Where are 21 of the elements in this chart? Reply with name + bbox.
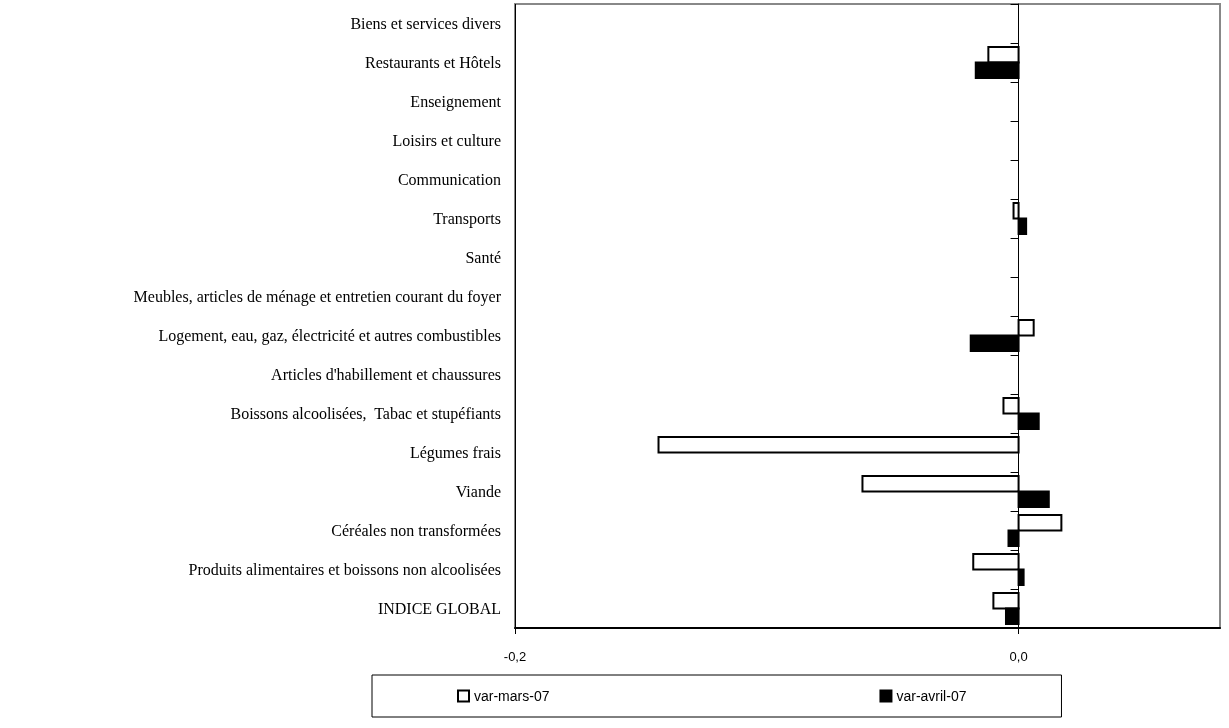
- y-tick-label: Légumes frais: [409, 444, 501, 462]
- y-tick-label: Restaurants et Hôtels: [365, 54, 501, 71]
- y-tick-label: Viande: [455, 483, 501, 500]
- y-tick-label: INDICE GLOBAL: [377, 600, 501, 617]
- y-tick-label: Loisirs et culture: [392, 132, 501, 149]
- x-tick-label: -0,2: [503, 649, 527, 664]
- y-tick-label: Enseignement: [410, 93, 502, 111]
- x-tick-label: 0,0: [1009, 649, 1028, 664]
- y-tick-label: Articles d'habillement et chaussures: [271, 366, 501, 383]
- y-tick-label: Transports: [433, 210, 501, 228]
- y-tick-label: Céréales non transformées: [331, 522, 501, 539]
- y-tick-label: Biens et services divers: [350, 15, 501, 32]
- legend-label: var-avril-07: [896, 688, 967, 704]
- y-tick-label: Logement, eau, gaz, électricité et autres combustibles: [158, 327, 501, 345]
- y-tick-label: Santé: [465, 249, 501, 266]
- y-tick-label: Meubles, articles de ménage et entretien courant du foyer: [133, 288, 502, 306]
- bar: [657, 435, 1020, 454]
- y-tick-label: Communication: [397, 171, 501, 188]
- y-tick-label: Boissons alcoolisées, Tabac et stupéfiants: [230, 405, 501, 423]
- y-tick-label: Produits alimentaires et boissons non alcoolisées: [188, 561, 501, 578]
- legend-label: var-mars-07: [474, 688, 550, 704]
